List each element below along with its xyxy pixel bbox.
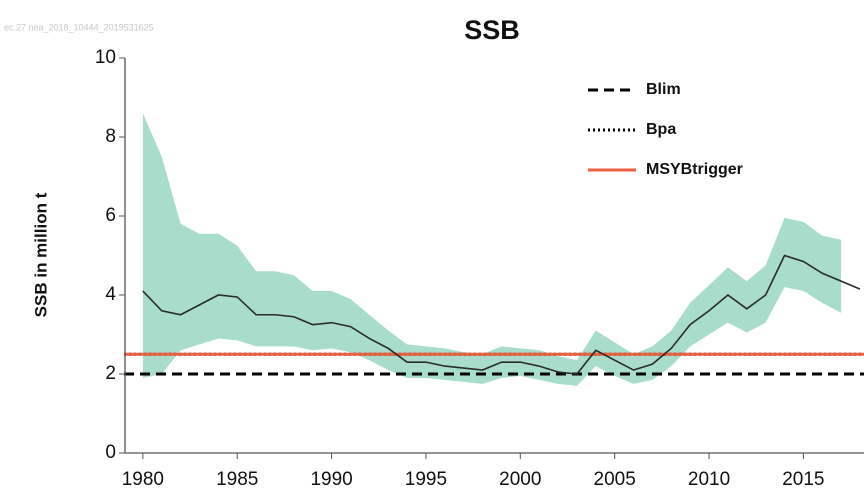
legend-label: Bpa	[646, 121, 676, 138]
x-tick-label: 1980	[122, 469, 164, 490]
y-tick-label: 2	[105, 363, 116, 384]
x-tick-label: 1995	[405, 469, 447, 490]
watermark: ec.27.nea_2018_10444_2019531625	[4, 22, 154, 32]
data-line	[142, 254, 861, 375]
y-tick-label: 8	[105, 126, 116, 147]
y-tick-label: 0	[105, 442, 116, 463]
y-tick-label: 6	[105, 205, 116, 226]
x-tick-label: 2000	[499, 469, 541, 490]
x-tick-label: 2010	[688, 469, 730, 490]
confidence-band	[142, 113, 842, 386]
chart-title: SSB	[464, 15, 520, 45]
legend-label: MSYBtrigger	[646, 161, 743, 178]
x-tick-label: 2015	[782, 469, 824, 490]
y-axis-label: SSB in million t	[31, 192, 50, 317]
y-tick-label: 10	[95, 47, 116, 68]
y-tick-label: 4	[105, 284, 116, 305]
x-tick-label: 2005	[594, 469, 636, 490]
x-tick-label: 1985	[216, 469, 258, 490]
legend-label: Blim	[646, 81, 681, 98]
x-tick-label: 1990	[310, 469, 352, 490]
